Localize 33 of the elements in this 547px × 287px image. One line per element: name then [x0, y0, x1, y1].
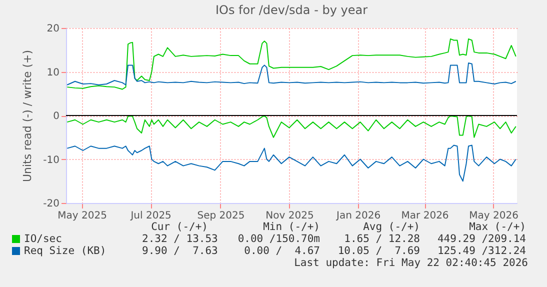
- x-tick-label: May 2026: [469, 210, 518, 222]
- text: 0.00 / 4.67: [244, 245, 320, 257]
- line-series: [66, 115, 516, 138]
- text: Avg (-/+): [362, 221, 420, 233]
- text: 1.65 / 12.28: [343, 233, 420, 245]
- x-tick-label: Mar 2026: [401, 210, 449, 222]
- y-axis-title: Units read (-) / write (+): [21, 50, 34, 182]
- line-series: [66, 62, 516, 86]
- x-tick-label: Sep 2025: [197, 210, 245, 222]
- text: 2.32 / 13.53: [142, 233, 218, 245]
- text: 0.00 /150.70m: [238, 233, 320, 245]
- x-tick-label: Jul 2025: [130, 210, 172, 222]
- line-series: [66, 144, 516, 182]
- y-tick-label: 10: [46, 67, 60, 78]
- y-tick-label: -10: [43, 154, 60, 166]
- legend-label: IO/sec: [24, 233, 63, 245]
- x-tick-label: May 2025: [58, 210, 107, 222]
- text: Max (-/+): [468, 221, 526, 233]
- legend-label: Req Size (KB): [24, 245, 108, 257]
- text: 10.05 / 7.69: [336, 245, 420, 257]
- x-tick-label: Jan 2026: [336, 210, 381, 222]
- text: Last update: Fri May 22 02:40:45 2026: [293, 257, 528, 269]
- y-tick-label: 20: [46, 24, 60, 34]
- line-series: [66, 38, 516, 90]
- y-tick-label: -20: [43, 198, 60, 210]
- text: Min (-/+): [262, 221, 320, 233]
- chart-title: IOs for /dev/sda - by year: [215, 3, 368, 17]
- text: 449.29 /209.14: [436, 233, 526, 245]
- text: Cur (-/+): [150, 221, 208, 233]
- y-tick-label: 0: [53, 111, 60, 122]
- x-tick-label: Nov 2025: [266, 210, 314, 222]
- text: 9.90 / 7.63: [142, 245, 218, 257]
- text: 125.49 /312.24: [436, 245, 526, 257]
